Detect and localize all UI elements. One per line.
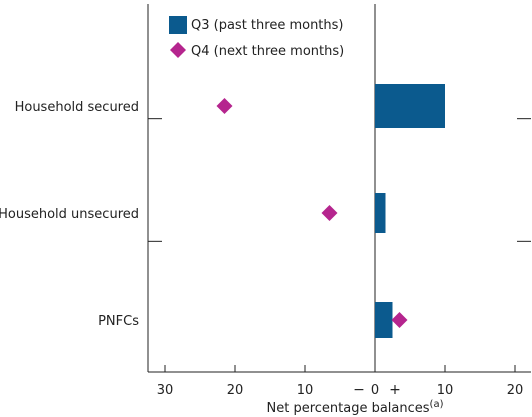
q4-diamond-0 <box>216 98 233 114</box>
legend-label-q3: Q3 (past three months) <box>191 18 344 33</box>
legend-swatch-q4 <box>170 42 186 58</box>
x-axis-label: Net percentage balances(a) <box>267 399 444 416</box>
x-tick-label-0: 30 <box>157 383 174 398</box>
x-tick-label-5: 20 <box>507 383 524 398</box>
q4-diamonds <box>216 98 408 328</box>
legend: Q3 (past three months) Q4 (next three mo… <box>169 16 344 59</box>
x-tick-label-2: 10 <box>297 383 314 398</box>
x-tick-label-4: 10 <box>437 383 454 398</box>
x-axis-label-note: (a) <box>430 399 444 410</box>
q3-bars <box>375 84 445 338</box>
category-label-1: Household unsecured <box>0 207 139 222</box>
category-label-2: PNFCs <box>98 314 139 329</box>
category-label-0: Household secured <box>15 100 139 115</box>
legend-swatch-q3 <box>169 16 187 34</box>
x-axis-label-text: Net percentage balances <box>267 401 430 416</box>
legend-label-q4: Q4 (next three months) <box>191 44 344 59</box>
q4-diamond-1 <box>321 205 338 221</box>
q3-bar-1 <box>375 193 386 233</box>
x-tick-label-1: 20 <box>227 383 244 398</box>
category-labels: Household secured Household unsecured PNFC… <box>0 100 139 329</box>
positive-sign: + <box>389 382 401 398</box>
q4-diamond-2 <box>391 312 408 328</box>
tick-marks <box>148 118 531 372</box>
x-tick-label-3: 0 <box>371 383 379 398</box>
q3-bar-0 <box>375 84 445 128</box>
x-tick-labels: 30 20 10 0 10 20 <box>157 383 524 398</box>
plot-frame <box>147 4 531 373</box>
negative-sign: − <box>353 382 365 398</box>
q3-bar-2 <box>375 302 393 338</box>
